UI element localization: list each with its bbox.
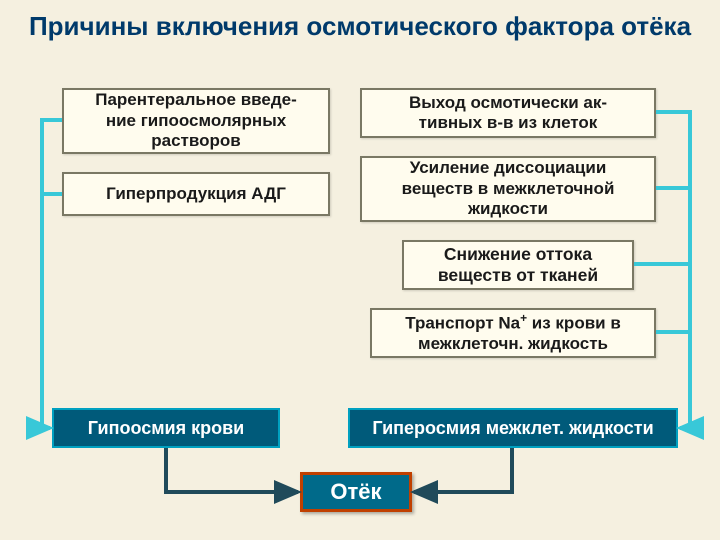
- box-dissociation: Усиление диссоциациивеществ в межклеточн…: [360, 156, 656, 222]
- result-hypoosmia: Гипоосмия крови: [52, 408, 280, 448]
- box-label: Гиперпродукция АДГ: [106, 184, 286, 204]
- box-label: Снижение оттокавеществ от тканей: [438, 244, 598, 286]
- edema-box: Отёк: [300, 472, 412, 512]
- edema-label: Отёк: [330, 479, 381, 505]
- text: Транспорт Na: [405, 314, 520, 333]
- box-sodium: Транспорт Na+ из крови вмежклеточн. жидк…: [370, 308, 656, 358]
- box-label: Усиление диссоциациивеществ в межклеточн…: [402, 158, 615, 219]
- result-label: Гиперосмия межклет. жидкости: [372, 418, 653, 439]
- box-label: Транспорт Na+ из крови вмежклеточн. жидк…: [405, 311, 621, 354]
- box-adh: Гиперпродукция АДГ: [62, 172, 330, 216]
- box-osmotic-exit: Выход осмотически ак-тивных в-в из клето…: [360, 88, 656, 138]
- box-label: Выход осмотически ак-тивных в-в из клето…: [409, 93, 607, 134]
- box-outflow: Снижение оттокавеществ от тканей: [402, 240, 634, 290]
- box-parenteral: Парентеральное введе-ние гипоосмолярныхр…: [62, 88, 330, 154]
- box-label: Парентеральное введе-ние гипоосмолярныхр…: [95, 90, 297, 151]
- result-hyperosmia: Гиперосмия межклет. жидкости: [348, 408, 678, 448]
- diagram-title: Причины включения осмотического фактора …: [0, 0, 720, 50]
- result-label: Гипоосмия крови: [88, 418, 244, 439]
